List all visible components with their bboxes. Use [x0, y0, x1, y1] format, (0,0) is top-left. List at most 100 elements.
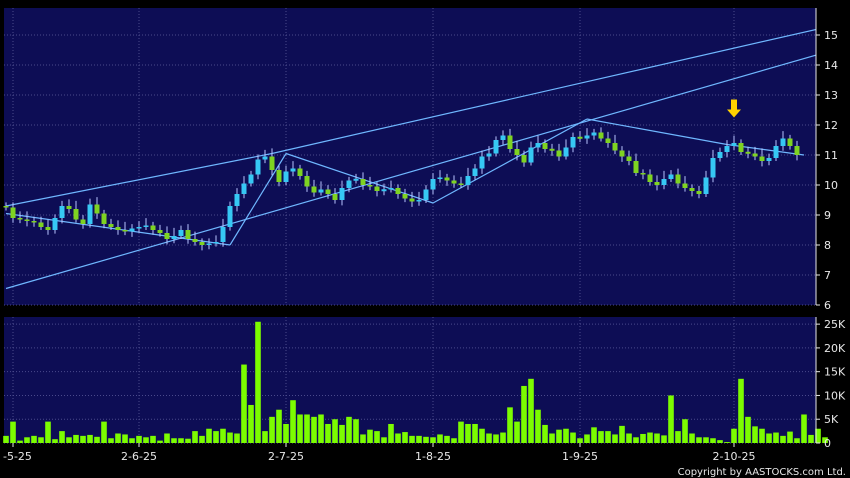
volume-bar: [262, 431, 268, 443]
volume-bar: [647, 432, 653, 443]
candle-body: [59, 206, 65, 218]
volume-bar: [388, 423, 394, 443]
volume-bar: [528, 378, 534, 443]
volume-bar: [696, 437, 702, 443]
price-tick-label: 11: [824, 149, 838, 162]
volume-bar: [605, 431, 611, 443]
candle-body: [10, 207, 16, 218]
volume-bar: [815, 428, 821, 443]
volume-bar: [220, 428, 226, 443]
volume-bar: [164, 433, 170, 443]
candle-body: [535, 143, 541, 148]
candle-body: [710, 158, 716, 178]
candle-body: [325, 189, 331, 194]
volume-bar: [444, 435, 450, 443]
volume-bar: [381, 437, 387, 443]
date-tick-label: 1-8-25: [415, 450, 451, 463]
date-tick-label: -5-25: [3, 450, 32, 463]
volume-bar: [752, 426, 758, 443]
candle-body: [675, 174, 681, 184]
candle-body: [479, 156, 485, 169]
volume-bar: [353, 419, 359, 443]
volume-bar: [290, 400, 296, 443]
volume-bar: [465, 423, 471, 443]
candle-body: [353, 178, 359, 181]
volume-bar: [731, 428, 737, 443]
volume-bar: [395, 433, 401, 443]
volume-bar: [808, 434, 814, 443]
candle-body: [724, 146, 730, 152]
candle-body: [66, 206, 72, 209]
volume-bar: [171, 438, 177, 443]
volume-bar: [542, 424, 548, 443]
volume-bar: [801, 414, 807, 443]
candle-body: [381, 189, 387, 192]
candle-body: [234, 194, 240, 206]
candle-body: [304, 176, 310, 187]
price-tick-label: 13: [824, 89, 838, 102]
candle-body: [94, 204, 100, 214]
candle-body: [773, 146, 779, 158]
volume-bar: [38, 437, 44, 443]
volume-bar: [80, 435, 86, 443]
volume-bar: [633, 437, 639, 443]
candle-body: [731, 143, 737, 146]
volume-bar: [675, 431, 681, 443]
candle-body: [206, 243, 212, 245]
candle-body: [171, 236, 177, 239]
volume-bar: [52, 439, 58, 443]
volume-bar: [157, 440, 163, 443]
volume-bar: [745, 416, 751, 443]
volume-bar: [17, 440, 23, 443]
volume-bar: [626, 433, 632, 443]
candle-body: [423, 189, 429, 200]
candle-body: [185, 230, 191, 239]
volume-bar: [766, 433, 772, 443]
candle-body: [374, 186, 380, 191]
candle-body: [241, 183, 247, 194]
volume-bar: [654, 433, 660, 443]
candle-body: [654, 182, 660, 185]
volume-bar: [514, 421, 520, 443]
candle-body: [276, 170, 282, 182]
trend-line-4: [229, 153, 287, 246]
candle-body: [143, 225, 149, 227]
volume-bar: [178, 438, 184, 443]
volume-bar: [192, 431, 198, 443]
candle-body: [192, 239, 198, 242]
candle-body: [227, 206, 233, 227]
volume-bar: [535, 409, 541, 443]
candle-body: [150, 225, 156, 230]
volume-bar: [115, 433, 121, 443]
volume-bar: [780, 435, 786, 443]
candle-body: [262, 156, 268, 160]
volume-bar: [472, 423, 478, 443]
volume-panel: [4, 317, 816, 443]
volume-bar: [458, 421, 464, 443]
volume-bar: [759, 428, 765, 443]
volume-bar: [101, 421, 107, 443]
candle-body: [787, 138, 793, 146]
volume-bar: [269, 416, 275, 443]
candle-body: [605, 138, 611, 143]
candle-body: [696, 191, 702, 194]
price-tick-label: 7: [824, 269, 831, 282]
volume-bar: [437, 434, 443, 443]
volume-bar: [668, 395, 674, 443]
volume-bar: [150, 435, 156, 443]
volume-bar: [682, 419, 688, 443]
volume-bar: [332, 419, 338, 443]
volume-bar: [213, 431, 219, 443]
date-tick-label: 2-6-25: [121, 450, 157, 463]
candle-body: [31, 221, 37, 223]
price-tick-label: 9: [824, 209, 831, 222]
candle-body: [584, 135, 590, 139]
volume-bar: [416, 435, 422, 443]
volume-tick-label: 20K: [824, 342, 846, 355]
date-axis: -5-25 2-6-25 2-7-25 1-8-25 1-9-25 2-10-25: [3, 443, 755, 463]
volume-bar: [430, 437, 436, 443]
candle-body: [759, 156, 765, 161]
candle-body: [409, 198, 415, 202]
volume-bar: [710, 438, 716, 443]
